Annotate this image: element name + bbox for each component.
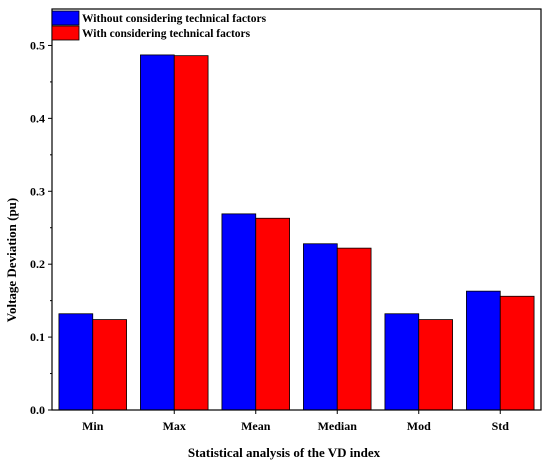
- bar-mean-with: [255, 217, 290, 411]
- x-tick-label: Std: [492, 419, 510, 433]
- bars-group: [58, 54, 535, 411]
- y-axis-title: Voltage Deviation (pu): [4, 198, 19, 322]
- bar-std-with: [499, 295, 535, 411]
- legend-swatch-without: [51, 10, 80, 26]
- x-tick-label: Max: [163, 419, 186, 433]
- legend-label-without: Without considering technical factors: [82, 13, 267, 25]
- bar-std-without: [466, 290, 501, 411]
- x-tick-label: Min: [82, 419, 104, 433]
- bar-min-with: [92, 319, 127, 411]
- x-tick-label: Median: [318, 419, 358, 433]
- plot-frame: [51, 8, 542, 411]
- y-tick-label: 0.2: [30, 257, 45, 271]
- bar-mod-without: [384, 313, 420, 411]
- bar-mod-with: [418, 319, 453, 411]
- bar-max-with: [173, 55, 209, 411]
- bar-median-without: [303, 243, 338, 411]
- legend-swatch-with: [51, 25, 80, 41]
- bar-max-without: [140, 54, 175, 411]
- y-tick-label: 0.5: [30, 38, 45, 52]
- x-tick-label: Mean: [241, 419, 271, 433]
- bar-min-without: [58, 313, 94, 411]
- legend-label-with: With considering technical factors: [82, 28, 251, 40]
- ticks-group: Min Max Mean Median Mod Std 0.0 0.1 0.2 0.3 0.4 0.5: [30, 38, 509, 433]
- legend: Without considering technical factors Wi…: [51, 10, 267, 41]
- y-tick-label: 0.3: [30, 184, 45, 198]
- bar-mean-without: [221, 213, 257, 411]
- y-tick-label: 0.4: [30, 111, 45, 125]
- x-tick-label: Mod: [407, 419, 431, 433]
- bar-median-with: [336, 247, 372, 411]
- y-tick-label: 0.1: [30, 330, 45, 344]
- x-axis-title: Statistical analysis of the VD index: [188, 445, 381, 460]
- y-tick-label: 0.0: [30, 403, 45, 417]
